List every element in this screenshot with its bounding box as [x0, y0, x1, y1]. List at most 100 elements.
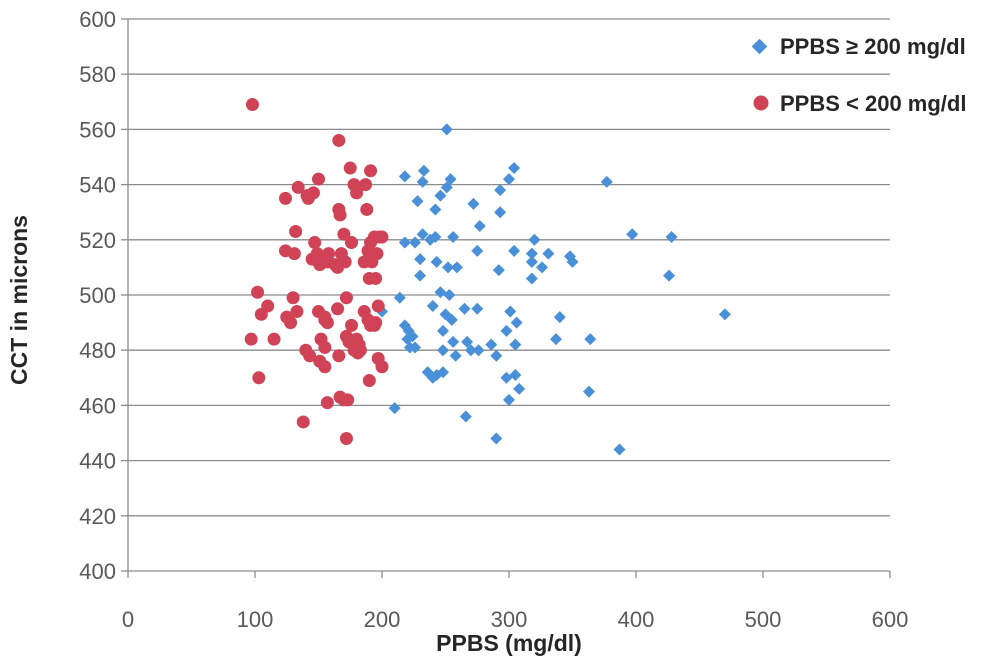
data-point-diamond: [434, 286, 447, 299]
data-point-diamond: [444, 173, 457, 186]
data-point-circle: [318, 360, 332, 374]
data-point-diamond: [447, 231, 460, 244]
data-point-diamond: [426, 371, 439, 384]
data-point-diamond: [553, 311, 566, 324]
data-point-circle: [350, 186, 364, 200]
data-point-diamond: [436, 324, 449, 337]
data-point-circle: [345, 318, 359, 332]
data-point-circle: [375, 230, 389, 244]
data-point-circle: [286, 291, 300, 305]
x-axis-title: PPBS (mg/dl): [436, 630, 582, 656]
data-point-diamond: [490, 349, 503, 362]
data-point-diamond: [430, 255, 443, 268]
y-tick-label: 440: [79, 449, 116, 474]
data-point-diamond: [440, 123, 453, 136]
data-point-circle: [267, 332, 281, 346]
y-tick-label: 500: [79, 283, 116, 308]
gridlines: [128, 18, 890, 517]
y-tick-label: 520: [79, 228, 116, 253]
y-tick-label: 540: [79, 173, 116, 198]
data-point-diamond: [429, 231, 442, 244]
data-point-circle: [289, 225, 303, 239]
legend-label-high: PPBS ≥ 200 mg/dl: [780, 34, 966, 59]
data-point-diamond: [503, 393, 515, 406]
data-point-diamond: [426, 300, 439, 313]
data-point-diamond: [464, 344, 477, 357]
data-point-diamond: [536, 261, 549, 274]
legend-marker-circle: [753, 95, 769, 111]
data-point-diamond: [528, 233, 541, 246]
data-point-diamond: [494, 184, 507, 197]
data-point-diamond: [449, 349, 462, 362]
data-point-circle: [245, 98, 259, 112]
data-point-diamond: [513, 382, 526, 395]
data-point-diamond: [436, 344, 449, 357]
data-point-circle: [291, 180, 305, 194]
data-point-diamond: [626, 228, 639, 241]
data-point-diamond: [503, 173, 515, 186]
data-point-circle: [332, 133, 346, 147]
data-point-circle: [301, 191, 315, 205]
legend-item-low: PPBS < 200 mg/dl: [753, 91, 966, 116]
data-point-circle: [313, 258, 327, 272]
data-point-diamond: [525, 255, 538, 268]
data-point-circle: [365, 255, 379, 269]
data-point-diamond: [443, 289, 456, 301]
data-point-diamond: [471, 302, 484, 315]
data-point-circle: [337, 227, 351, 241]
data-point-circle: [360, 202, 374, 216]
data-point-diamond: [472, 344, 485, 357]
data-point-diamond: [398, 236, 411, 249]
data-point-circle: [318, 340, 332, 354]
data-point-circle: [290, 305, 304, 319]
data-point-diamond: [458, 302, 471, 315]
tick-labels: 400 420 440 460 480 500 520 540 560 580 600 0 100 200…: [79, 7, 908, 632]
data-point-diamond: [459, 410, 472, 423]
x-tick-label: 300: [491, 607, 528, 632]
data-point-diamond: [500, 371, 513, 384]
x-tick-label: 500: [745, 607, 782, 632]
y-tick-label: 580: [79, 62, 116, 87]
data-point-diamond: [416, 228, 429, 241]
data-point-diamond: [500, 324, 513, 337]
data-point-diamond: [409, 341, 422, 354]
data-point-circle: [339, 432, 353, 446]
x-tick-label: 100: [237, 607, 274, 632]
data-point-circle: [331, 302, 345, 316]
data-point-circle: [358, 178, 372, 192]
data-point-diamond: [442, 261, 455, 274]
data-point-diamond: [600, 175, 613, 188]
data-point-circle: [303, 349, 317, 363]
data-point-circle: [345, 236, 359, 250]
legend: PPBS ≥ 200 mg/dl PPBS < 200 mg/dl: [751, 34, 966, 116]
y-tick-label: 460: [79, 393, 116, 418]
legend-label-low: PPBS < 200 mg/dl: [780, 91, 966, 116]
data-point-diamond: [508, 244, 521, 257]
data-point-circle: [278, 191, 292, 205]
data-point-circle: [371, 299, 385, 313]
data-point-circle: [254, 307, 268, 321]
data-point-diamond: [485, 338, 498, 351]
x-tick-label: 200: [364, 607, 401, 632]
x-tick-label: 600: [872, 607, 909, 632]
y-tick-label: 560: [79, 117, 116, 142]
data-point-diamond: [471, 244, 484, 257]
data-point-diamond: [409, 236, 422, 249]
data-point-circle: [296, 415, 310, 429]
data-point-diamond: [542, 247, 555, 260]
y-axis-title: CCT in microns: [6, 215, 32, 385]
data-point-circle: [333, 208, 347, 222]
x-tick-label: 400: [618, 607, 655, 632]
data-point-diamond: [436, 366, 449, 379]
data-point-diamond: [414, 253, 427, 266]
x-tick-label: 0: [122, 607, 134, 632]
data-point-circle: [332, 349, 346, 363]
data-point-circle: [362, 374, 376, 388]
data-point-diamond: [509, 338, 522, 351]
data-point-circle: [252, 371, 266, 385]
data-point-circle: [284, 316, 298, 330]
data-point-diamond: [508, 162, 521, 175]
data-point-diamond: [450, 261, 463, 274]
data-point-diamond: [583, 385, 596, 398]
data-point-diamond: [473, 220, 486, 232]
